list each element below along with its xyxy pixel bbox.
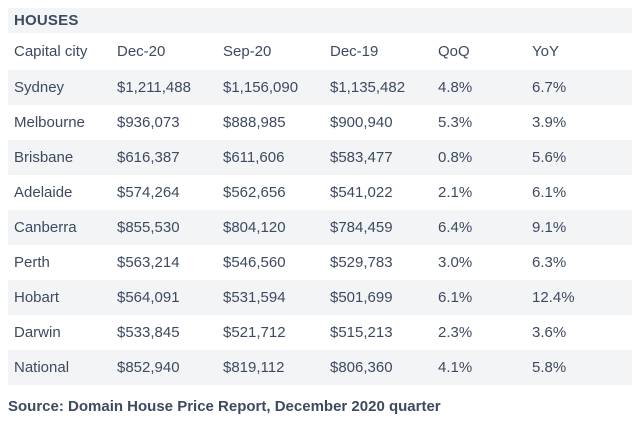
dec-20-cell: $616,387 — [111, 140, 217, 175]
table-header-row: Capital city Dec-20 Sep-20 Dec-19 QoQ Yo… — [8, 33, 633, 70]
dec-19-cell: $501,699 — [324, 280, 432, 315]
sep-20-cell: $888,985 — [223, 114, 286, 131]
qoq-cell: 6.1% — [432, 280, 526, 315]
sep-20-cell: $531,594 — [217, 280, 324, 315]
column-header-qoq: QoQ — [432, 33, 526, 70]
dec-20-cell: $533,845 — [117, 324, 180, 341]
city-cell: National — [8, 350, 111, 385]
city-cell: Canberra — [8, 210, 111, 245]
qoq-cell: 6.4% — [432, 210, 526, 245]
table-row: Melbourne $936,073 $888,985 $900,940 5.3… — [8, 105, 632, 140]
sep-20-cell: $1,156,090 — [217, 70, 324, 105]
yoy-cell: 6.3% — [532, 254, 567, 271]
sep-20-cell: $521,712 — [223, 324, 286, 341]
city-cell: Perth — [14, 254, 50, 271]
yoy-cell: 3.9% — [532, 114, 567, 131]
city-cell: Sydney — [8, 70, 111, 105]
sep-20-cell: $562,656 — [223, 184, 286, 201]
table-row: Sydney $1,211,488 $1,156,090 $1,135,482 … — [8, 70, 633, 105]
table-row: Canberra $855,530 $804,120 $784,459 6.4%… — [8, 210, 633, 245]
table-row: Adelaide $574,264 $562,656 $541,022 2.1%… — [8, 175, 632, 210]
yoy-cell: 6.7% — [526, 70, 633, 105]
yoy-cell: 9.1% — [526, 210, 633, 245]
column-header-dec-20: Dec-20 — [111, 33, 217, 70]
dec-19-cell: $515,213 — [330, 324, 393, 341]
table-row: National $852,940 $819,112 $806,360 4.1%… — [8, 350, 633, 385]
qoq-cell: 0.8% — [432, 140, 526, 175]
sep-20-cell: $819,112 — [217, 350, 324, 385]
dec-20-cell: $855,530 — [111, 210, 217, 245]
table-title: HOUSES — [8, 8, 633, 33]
city-cell: Adelaide — [14, 184, 73, 201]
column-header-yoy: YoY — [526, 33, 633, 70]
table-row: Brisbane $616,387 $611,606 $583,477 0.8%… — [8, 140, 633, 175]
dec-19-cell: $1,135,482 — [324, 70, 432, 105]
table-row: Perth $563,214 $546,560 $529,783 3.0% 6.… — [8, 245, 632, 280]
yoy-cell: 12.4% — [526, 280, 633, 315]
table-row: Darwin $533,845 $521,712 $515,213 2.3% 3… — [8, 315, 632, 350]
qoq-cell: 2.1% — [438, 184, 473, 201]
dec-19-cell: $784,459 — [324, 210, 432, 245]
column-header-dec-19: Dec-19 — [324, 33, 432, 70]
dec-19-cell: $806,360 — [324, 350, 432, 385]
dec-19-cell: $583,477 — [324, 140, 432, 175]
yoy-cell: 3.6% — [532, 324, 567, 341]
qoq-cell: 2.3% — [438, 324, 473, 341]
table-title-row: HOUSES — [8, 8, 633, 33]
dec-20-cell: $852,940 — [111, 350, 217, 385]
dec-20-cell: $1,211,488 — [111, 70, 217, 105]
yoy-cell: 6.1% — [532, 184, 567, 201]
qoq-cell: 3.0% — [438, 254, 473, 271]
sep-20-cell: $611,606 — [217, 140, 324, 175]
column-header-capital-city: Capital city — [8, 33, 111, 70]
table-row: Hobart $564,091 $531,594 $501,699 6.1% 1… — [8, 280, 633, 315]
city-cell: Hobart — [8, 280, 111, 315]
house-prices-table: HOUSES Capital city Dec-20 Sep-20 Dec-19… — [8, 8, 633, 385]
dec-20-cell: $574,264 — [117, 184, 180, 201]
dec-20-cell: $564,091 — [111, 280, 217, 315]
dec-20-cell: $563,214 — [117, 254, 180, 271]
dec-19-cell: $900,940 — [330, 114, 393, 131]
dec-20-cell: $936,073 — [117, 114, 180, 131]
qoq-cell: 5.3% — [438, 114, 473, 131]
yoy-cell: 5.6% — [526, 140, 633, 175]
column-header-sep-20: Sep-20 — [217, 33, 324, 70]
dec-19-cell: $541,022 — [330, 184, 393, 201]
city-cell: Melbourne — [14, 114, 85, 131]
sep-20-cell: $546,560 — [223, 254, 286, 271]
city-cell: Darwin — [14, 324, 61, 341]
source-attribution: Source: Domain House Price Report, Decem… — [8, 398, 441, 415]
qoq-cell: 4.8% — [432, 70, 526, 105]
city-cell: Brisbane — [8, 140, 111, 175]
yoy-cell: 5.8% — [526, 350, 633, 385]
dec-19-cell: $529,783 — [330, 254, 393, 271]
sep-20-cell: $804,120 — [217, 210, 324, 245]
qoq-cell: 4.1% — [432, 350, 526, 385]
